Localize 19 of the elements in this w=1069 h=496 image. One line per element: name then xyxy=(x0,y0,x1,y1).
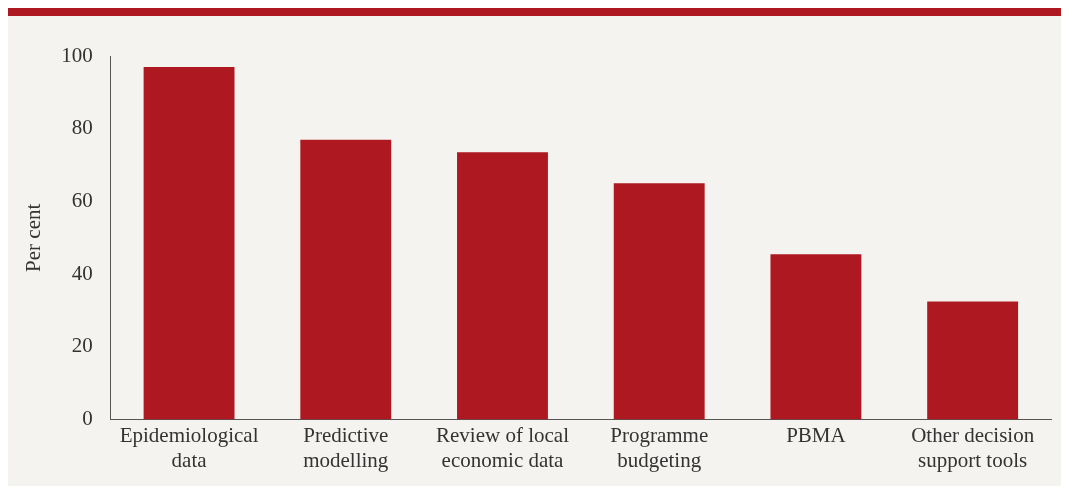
y-tick-label: 0 xyxy=(82,406,93,431)
x-tick-label: Programme budgeting xyxy=(610,422,709,472)
bar xyxy=(770,254,862,420)
y-tick-label: 60 xyxy=(71,187,93,212)
bar xyxy=(143,66,235,420)
bar xyxy=(613,183,705,420)
x-tick-label: Epidemiological data xyxy=(119,422,259,472)
y-tick-label: 40 xyxy=(71,260,93,285)
y-tick-label: 20 xyxy=(71,333,93,358)
y-axis-title: Per cent xyxy=(21,203,46,272)
x-tick-label: PBMA xyxy=(786,422,847,447)
y-tick-label: 100 xyxy=(61,42,93,67)
bar xyxy=(300,139,392,420)
bar xyxy=(927,301,1019,420)
x-tick-label: Predictive modelling xyxy=(303,422,389,472)
y-tick-label: 80 xyxy=(71,115,93,140)
x-tick-label: Review of local economic data xyxy=(436,422,570,472)
bar xyxy=(457,152,548,420)
x-tick-label: Other decision support tools xyxy=(911,422,1035,472)
